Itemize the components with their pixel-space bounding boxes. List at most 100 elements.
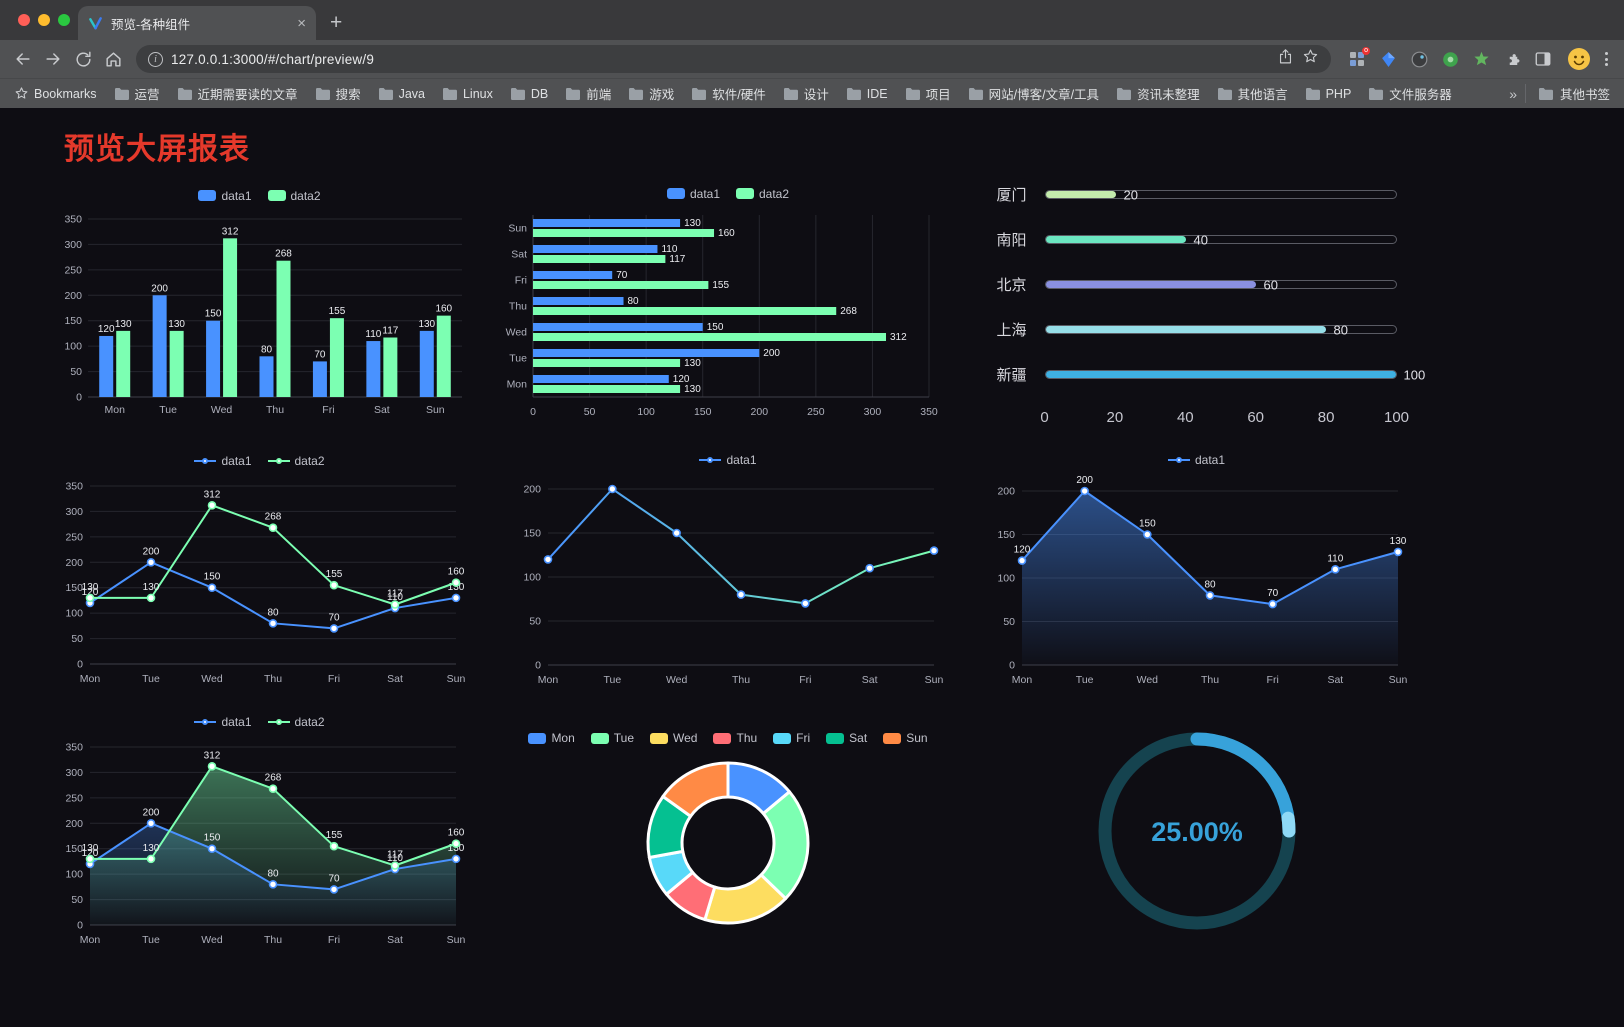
svg-text:Sat: Sat xyxy=(511,248,527,260)
sidebar-toggle-icon[interactable] xyxy=(1533,49,1553,69)
bookmark-folder-item[interactable]: 项目 xyxy=(905,84,951,103)
bookmarks-root-item[interactable]: Bookmarks xyxy=(14,86,97,101)
legend-item[interactable]: Mon xyxy=(528,731,575,745)
svg-text:130: 130 xyxy=(418,318,435,329)
svg-text:Fri: Fri xyxy=(799,674,811,686)
profile-avatar[interactable] xyxy=(1567,47,1591,71)
legend-label: Wed xyxy=(673,731,698,745)
legend-item[interactable]: data1 xyxy=(666,187,720,201)
legend-item[interactable]: Tue xyxy=(590,731,634,745)
bookmark-folder-item[interactable]: 前端 xyxy=(565,84,611,103)
bookmark-star-icon[interactable] xyxy=(1302,48,1319,70)
svg-text:80: 80 xyxy=(267,868,279,879)
forward-button[interactable] xyxy=(38,44,68,74)
extension-dark-circle-icon[interactable] xyxy=(1409,49,1429,69)
svg-text:150: 150 xyxy=(707,322,724,333)
svg-text:80: 80 xyxy=(628,296,640,307)
bookmark-folder-item[interactable]: Java xyxy=(378,84,425,103)
bookmark-label: 近期需要读的文章 xyxy=(197,88,298,102)
reload-button[interactable] xyxy=(68,44,98,74)
bookmark-label: 搜索 xyxy=(335,88,361,102)
bookmark-folder-item[interactable]: 游戏 xyxy=(628,84,674,103)
svg-text:200: 200 xyxy=(151,283,168,294)
bookmark-folder-item[interactable]: 资讯未整理 xyxy=(1116,84,1200,103)
close-window-button[interactable] xyxy=(18,14,30,26)
bookmark-folder-item[interactable]: 设计 xyxy=(783,84,829,103)
bookmark-folder-item[interactable]: 其他语言 xyxy=(1217,84,1288,103)
bookmark-folder-item[interactable]: PHP xyxy=(1305,84,1352,103)
other-bookmarks-item[interactable]: 其他书签 xyxy=(1524,84,1610,103)
legend-item[interactable]: data1 xyxy=(194,454,252,468)
tab-close-icon[interactable]: × xyxy=(297,14,306,32)
new-tab-button[interactable]: + xyxy=(330,11,343,34)
bookmark-folder-item[interactable]: IDE xyxy=(846,84,888,103)
home-button[interactable] xyxy=(98,44,128,74)
folder-icon xyxy=(442,88,457,100)
legend-item[interactable]: Sun xyxy=(883,731,928,745)
svg-text:Fri: Fri xyxy=(1266,674,1278,686)
svg-text:50: 50 xyxy=(584,406,596,418)
legend-item[interactable]: data2 xyxy=(736,187,789,201)
progress-axis-tick: 80 xyxy=(1317,409,1335,426)
chart-legend: data1 data2 xyxy=(194,450,325,472)
zoom-window-button[interactable] xyxy=(58,14,70,26)
bookmark-folder-item[interactable]: 搜索 xyxy=(315,84,361,103)
legend-item[interactable]: data2 xyxy=(267,454,325,468)
extension-green-star-icon[interactable] xyxy=(1471,49,1491,69)
legend-item[interactable]: data2 xyxy=(267,715,325,729)
progress-chart: 厦门 20 南阳 40 北京 60 上海 80 新疆 100 0 20 40 60 80 100 xyxy=(997,176,1426,429)
extensions-puzzle-icon[interactable] xyxy=(1502,49,1522,69)
bookmark-folder-item[interactable]: Linux xyxy=(442,84,493,103)
share-icon[interactable] xyxy=(1277,48,1294,70)
pie-slice-Sun[interactable] xyxy=(661,761,730,818)
svg-text:Mon: Mon xyxy=(538,674,559,686)
bookmark-folder-item[interactable]: 软件/硬件 xyxy=(691,84,766,103)
bookmark-label: PHP xyxy=(1325,86,1352,101)
progress-row: 南阳 40 xyxy=(997,229,1397,250)
svg-text:155: 155 xyxy=(325,569,342,580)
extension-green-circle-icon[interactable] xyxy=(1440,49,1460,69)
legend-marker-icon xyxy=(666,188,685,199)
bookmark-folder-item[interactable]: 网站/博客/文章/工具 xyxy=(968,84,1099,103)
legend-item[interactable]: Fri xyxy=(773,731,810,745)
bookmark-label: 设计 xyxy=(803,88,829,102)
window-controls xyxy=(18,14,70,26)
svg-text:100: 100 xyxy=(997,573,1015,585)
back-button[interactable] xyxy=(8,44,38,74)
bookmark-folder-item[interactable]: 运营 xyxy=(114,84,160,103)
address-bar[interactable]: i 127.0.0.1:3000/#/chart/preview/9 xyxy=(136,45,1331,73)
legend-label: Sat xyxy=(849,731,868,745)
extension-kite-icon[interactable] xyxy=(1378,49,1398,69)
url-text[interactable]: 127.0.0.1:3000/#/chart/preview/9 xyxy=(171,51,375,67)
bookmarks-overflow-chevron[interactable]: » xyxy=(1509,85,1517,102)
legend-marker-icon xyxy=(883,732,902,744)
bookmark-folder-item[interactable]: 近期需要读的文章 xyxy=(177,84,298,103)
site-info-icon[interactable]: i xyxy=(148,51,163,67)
legend-item[interactable]: Sat xyxy=(826,731,867,745)
bookmark-folder-item[interactable]: 文件服务器 xyxy=(1368,84,1452,103)
legend-item[interactable]: Thu xyxy=(713,731,757,745)
legend-item[interactable]: data1 xyxy=(699,453,757,467)
browser-tab[interactable]: 预览-各种组件 × xyxy=(78,6,316,40)
progress-track: 60 xyxy=(1044,277,1397,292)
svg-text:130: 130 xyxy=(142,582,159,593)
svg-text:70: 70 xyxy=(616,270,628,281)
svg-text:50: 50 xyxy=(529,616,541,628)
svg-text:130: 130 xyxy=(81,843,98,854)
legend-item[interactable]: Wed xyxy=(650,731,697,745)
legend-item[interactable]: data1 xyxy=(198,189,252,203)
svg-text:110: 110 xyxy=(387,592,403,603)
legend-item[interactable]: data2 xyxy=(267,189,321,203)
svg-text:Sat: Sat xyxy=(387,673,403,685)
star-icon xyxy=(15,87,28,99)
svg-text:300: 300 xyxy=(864,406,882,418)
legend-item[interactable]: data1 xyxy=(194,715,252,729)
svg-text:130: 130 xyxy=(684,358,701,369)
browser-menu-icon[interactable] xyxy=(1597,52,1616,66)
svg-text:Wed: Wed xyxy=(210,404,232,416)
svg-text:Sun: Sun xyxy=(925,674,944,686)
extension-grid-icon[interactable]: o xyxy=(1347,47,1370,69)
bookmark-folder-item[interactable]: DB xyxy=(510,84,548,103)
minimize-window-button[interactable] xyxy=(38,14,50,26)
legend-item[interactable]: data1 xyxy=(1167,453,1225,467)
